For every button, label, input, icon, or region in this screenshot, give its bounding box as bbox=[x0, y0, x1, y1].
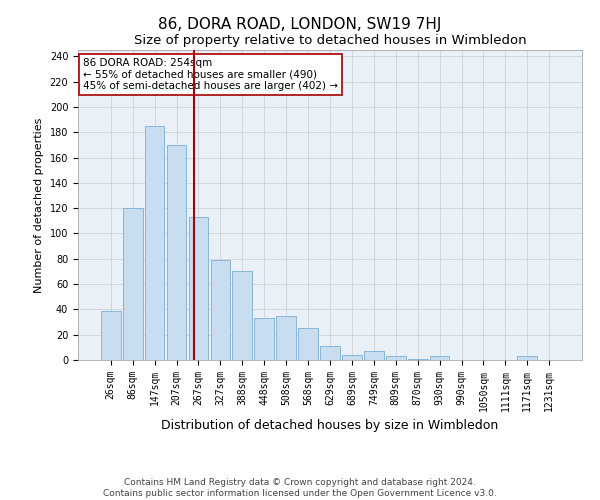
Bar bbox=[320, 346, 340, 360]
Bar bbox=[167, 145, 187, 360]
Bar bbox=[123, 208, 143, 360]
Bar bbox=[254, 318, 274, 360]
Bar bbox=[232, 272, 252, 360]
Y-axis label: Number of detached properties: Number of detached properties bbox=[34, 118, 44, 292]
Bar bbox=[211, 260, 230, 360]
Bar bbox=[517, 356, 537, 360]
Text: 86, DORA ROAD, LONDON, SW19 7HJ: 86, DORA ROAD, LONDON, SW19 7HJ bbox=[158, 18, 442, 32]
Bar bbox=[342, 355, 362, 360]
Bar bbox=[145, 126, 164, 360]
Bar bbox=[101, 310, 121, 360]
Bar bbox=[188, 217, 208, 360]
X-axis label: Distribution of detached houses by size in Wimbledon: Distribution of detached houses by size … bbox=[161, 419, 499, 432]
Bar bbox=[386, 356, 406, 360]
Text: 86 DORA ROAD: 254sqm
← 55% of detached houses are smaller (490)
45% of semi-deta: 86 DORA ROAD: 254sqm ← 55% of detached h… bbox=[83, 58, 338, 91]
Bar bbox=[408, 358, 428, 360]
Bar bbox=[364, 351, 384, 360]
Bar bbox=[298, 328, 318, 360]
Bar bbox=[276, 316, 296, 360]
Bar bbox=[430, 356, 449, 360]
Text: Contains HM Land Registry data © Crown copyright and database right 2024.
Contai: Contains HM Land Registry data © Crown c… bbox=[103, 478, 497, 498]
Title: Size of property relative to detached houses in Wimbledon: Size of property relative to detached ho… bbox=[134, 34, 526, 48]
